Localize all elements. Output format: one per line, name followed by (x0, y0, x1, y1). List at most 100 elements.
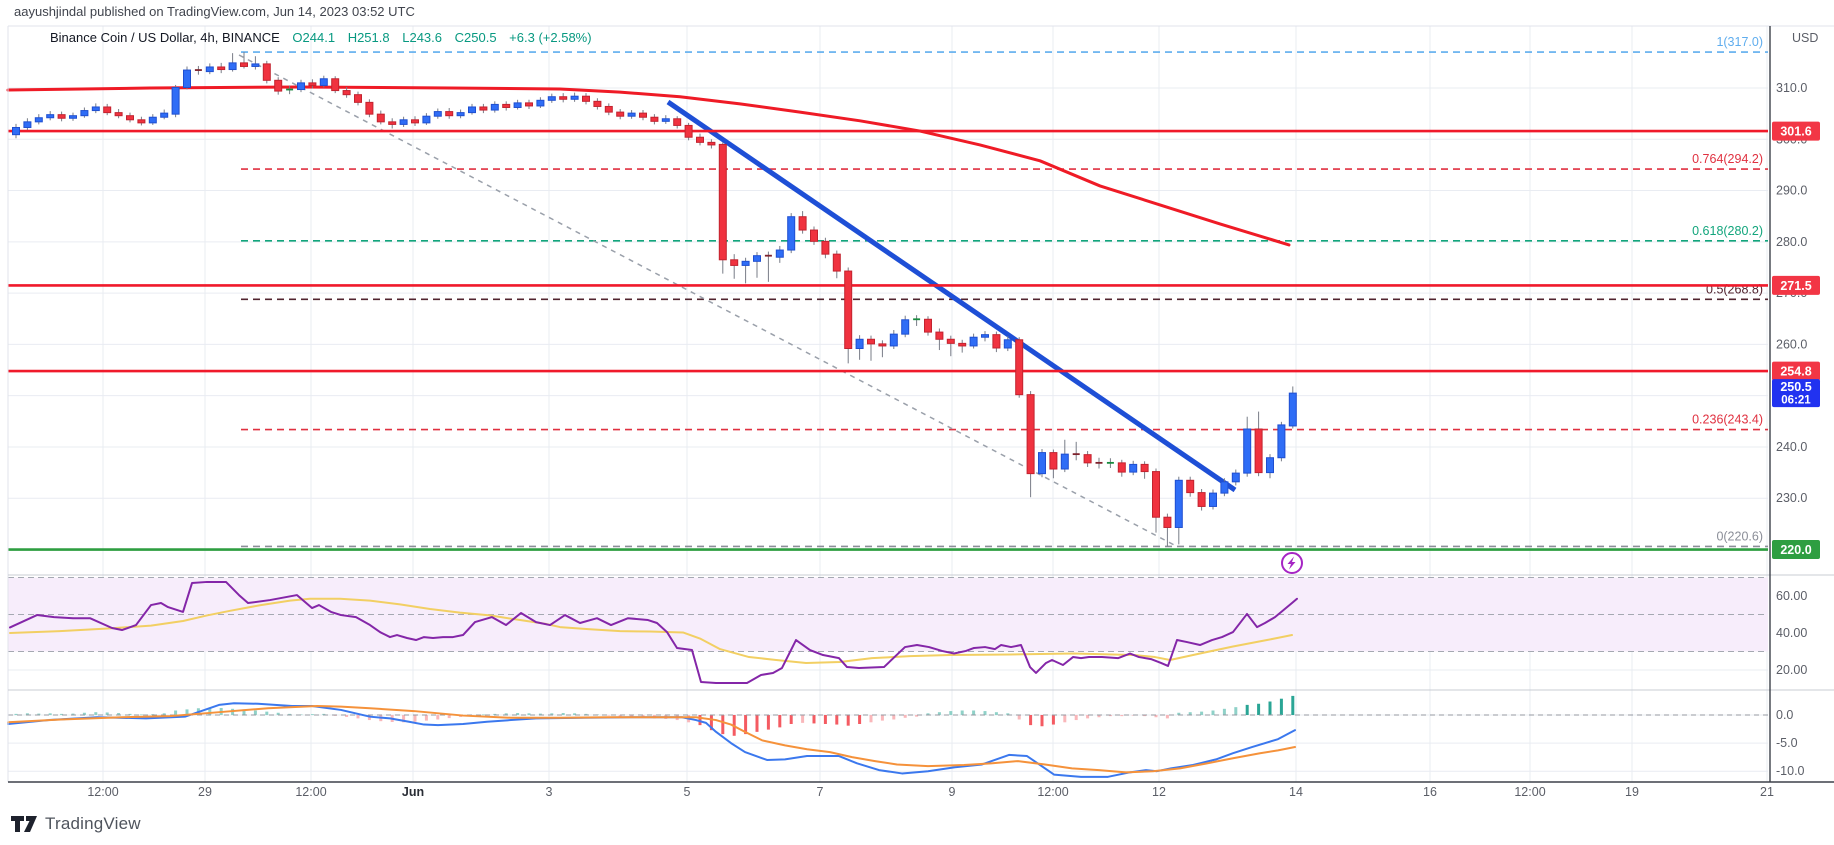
candle (741, 260, 750, 266)
chart-legend[interactable]: Binance Coin / US Dollar, 4h, BINANCE O2… (50, 30, 592, 45)
macd-histogram-bar (1086, 715, 1090, 719)
macd-histogram-bar (858, 715, 862, 724)
svg-text:12:00: 12:00 (295, 785, 326, 799)
price-badge: 250.506:21 (1772, 379, 1820, 408)
macd-histogram-bar (538, 713, 542, 715)
macd-histogram-bar (1017, 715, 1021, 720)
candle (1254, 428, 1263, 474)
svg-text:5: 5 (684, 785, 691, 799)
candle (399, 119, 408, 125)
candle (821, 240, 830, 255)
svg-text:12:00: 12:00 (1514, 785, 1545, 799)
macd-histogram-bar (162, 713, 166, 715)
macd-histogram-bar (424, 715, 428, 721)
candle (1015, 339, 1024, 396)
macd-histogram-bar (37, 713, 41, 715)
ohlc-open: O244.1 (292, 30, 336, 45)
macd-histogram-bar (1291, 695, 1295, 715)
candle (889, 333, 898, 347)
candle (935, 331, 944, 340)
candle (1038, 452, 1046, 475)
macd-histogram-bar (983, 711, 987, 715)
macd-histogram-bar (1108, 715, 1112, 717)
candle (684, 124, 693, 138)
macd-histogram-bar (356, 715, 360, 719)
svg-text:7: 7 (817, 785, 824, 799)
time-axis[interactable]: 12:00 29 12:00 Jun 3 5 7 9 12:00 12 14 16 12:00 19 21 (87, 785, 1774, 799)
macd-histogram-bar (276, 712, 280, 715)
candle (661, 118, 670, 122)
svg-text:1(317.0): 1(317.0) (1716, 35, 1763, 49)
candle (69, 115, 77, 119)
macd-histogram-bar (846, 715, 850, 726)
candle (924, 318, 932, 333)
price-badge: 220.0 (1772, 540, 1820, 560)
macd-histogram-bar (869, 715, 873, 723)
candle (1231, 472, 1240, 483)
symbol-title[interactable]: Binance Coin / US Dollar, 4h, BINANCE (50, 30, 280, 45)
macd-histogram-bar (584, 713, 588, 715)
macd-histogram-bar (14, 713, 18, 715)
macd-histogram-bar (310, 714, 314, 715)
candle (832, 253, 841, 272)
candle (365, 101, 374, 115)
svg-text:254.8: 254.8 (1780, 365, 1811, 379)
candle (547, 96, 556, 101)
candle (217, 66, 226, 71)
tradingview-logo[interactable]: TradingView (10, 814, 141, 834)
svg-text:-5.0: -5.0 (1776, 736, 1798, 750)
macd-histogram-bar (744, 715, 748, 735)
svg-text:240.0: 240.0 (1776, 440, 1807, 454)
frame (7, 25, 1834, 783)
candle (103, 106, 112, 114)
macd-histogram-bar (1188, 712, 1192, 715)
candle (468, 106, 476, 114)
macd-histogram-bar (481, 714, 485, 716)
candle (308, 82, 317, 86)
svg-text:260.0: 260.0 (1776, 337, 1807, 351)
flash-icon (1281, 552, 1303, 574)
candle (1197, 492, 1206, 507)
fib-baseline (238, 54, 1179, 548)
macd-histogram-bar (880, 715, 884, 721)
macd-histogram-bar (618, 715, 622, 718)
tradingview-logo-text: TradingView (45, 814, 141, 833)
candle (274, 79, 283, 92)
price-badge: 271.5 (1772, 275, 1820, 295)
candle (707, 141, 716, 146)
macd-histogram-bar (105, 712, 109, 715)
candle (411, 119, 419, 124)
candle (433, 111, 442, 117)
candle (1152, 471, 1160, 518)
candle (114, 112, 123, 117)
macd-histogram-bar (345, 715, 349, 717)
macd-histogram-bar (972, 710, 976, 715)
gridlines (8, 26, 1768, 782)
macd-histogram-bar (1257, 703, 1261, 715)
candle (810, 229, 818, 242)
price-axis[interactable]: USD310.0300.0290.0280.0270.0260.0250.024… (1776, 31, 1818, 778)
macd-histogram-bar (253, 710, 257, 715)
svg-text:271.5: 271.5 (1780, 279, 1811, 293)
candle (878, 343, 887, 347)
macd-histogram-bar (1245, 704, 1249, 715)
macd-histogram-bar (71, 713, 75, 715)
macd-histogram-bar (527, 713, 531, 715)
candle (342, 90, 351, 96)
macd-histogram-bar (915, 715, 919, 717)
macd-histogram-bar (778, 715, 782, 728)
macd-histogram-bar (960, 710, 964, 715)
candle (1174, 479, 1183, 528)
candle (502, 103, 511, 108)
candle (730, 259, 739, 266)
candle (855, 338, 864, 350)
candle (673, 118, 682, 126)
candle (604, 105, 613, 113)
macd-histogram-bar (128, 713, 132, 715)
svg-text:0.236(243.4): 0.236(243.4) (1692, 413, 1763, 427)
svg-text:250.5: 250.5 (1780, 380, 1811, 394)
macd-histogram-bar (94, 712, 98, 715)
macd-histogram-bar (1154, 715, 1158, 718)
downtrend-line (666, 99, 1237, 493)
